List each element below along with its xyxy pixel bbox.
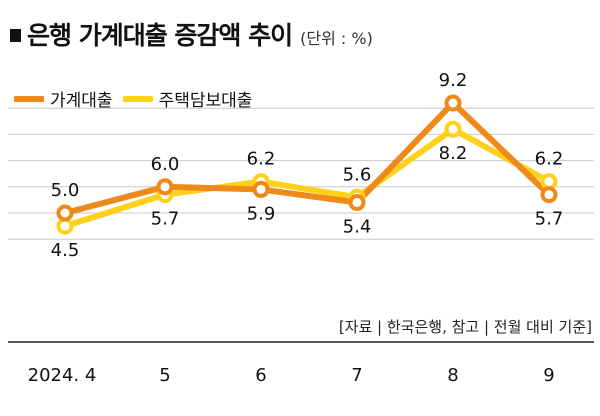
data-point-mortgage [444,120,462,138]
data-point-mortgage [540,173,558,191]
legend: 가계대출 주택담보대출 [14,86,262,111]
unit-label: (단위 : %) [300,29,373,48]
data-label: 5.7 [535,209,564,230]
x-tick-label: 2024. 4 [28,365,97,386]
data-label: 5.0 [51,180,80,201]
data-label: 9.2 [439,70,468,91]
chart-title: 은행 가계대출 증감액 추이 (단위 : %) [10,16,373,52]
legend-item-household: 가계대출 [14,86,113,111]
x-tick-label: 8 [447,365,458,386]
data-point-household [252,180,270,198]
data-label: 5.7 [151,209,180,230]
data-label: 4.5 [51,240,80,261]
legend-label-household: 가계대출 [50,91,113,111]
series-line-mortgage [62,126,552,230]
gridlines [8,107,594,240]
data-label: 5.9 [247,203,276,224]
data-label: 5.4 [343,217,372,238]
series-layer [56,94,558,235]
legend-label-mortgage: 주택담보대출 [158,91,253,111]
data-label: 8.2 [439,143,468,164]
data-point-household [156,178,174,196]
series-line-household [62,100,552,216]
data-label: 6.2 [535,149,564,170]
data-label: 6.0 [151,154,180,175]
chart-title-text: 은행 가계대출 증감액 추이 [27,21,293,50]
data-point-household [444,94,462,112]
legend-swatch-household [14,95,44,102]
legend-swatch-mortgage [122,95,153,102]
title-square-icon [10,29,21,42]
data-point-household [540,186,558,204]
data-labels: 5.0 6.0 5.9 5.4 9.2 5.7 4.5 5.7 6.2 5.6 8.2 6.2 [51,70,564,261]
legend-item-mortgage: 주택담보대출 [122,86,253,111]
source-note: [자료 | 한국은행, 참고 | 전월 대비 기준] [338,318,592,336]
data-point-household [56,204,74,222]
x-tick-label: 5 [159,365,170,386]
x-tick-labels: 2024. 4 5 6 7 8 9 [28,365,555,386]
data-label: 6.2 [247,149,276,170]
x-tick-label: 9 [543,365,554,386]
data-point-mortgage [56,217,74,235]
data-point-household [348,194,366,212]
data-label: 5.6 [343,164,372,185]
x-tick-label: 6 [255,365,266,386]
x-tick-label: 7 [351,365,362,386]
